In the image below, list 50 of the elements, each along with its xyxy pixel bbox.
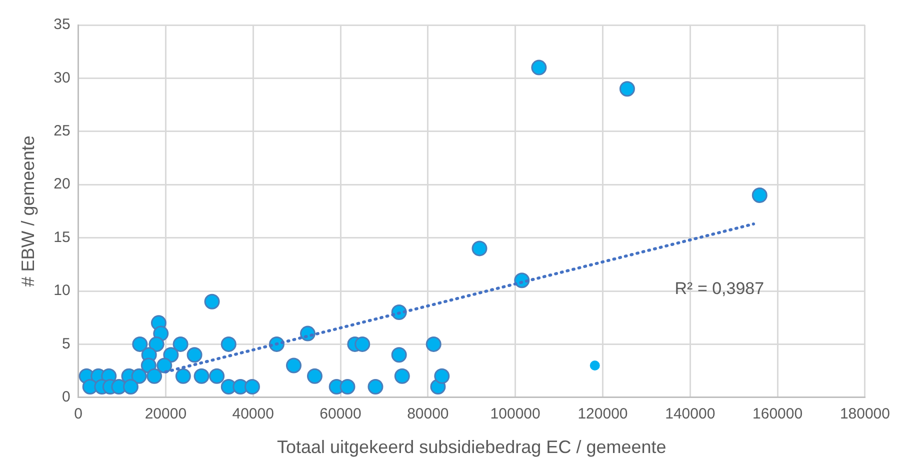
point <box>131 368 147 384</box>
x-tick-label: 20000 <box>144 406 187 423</box>
point <box>172 336 188 352</box>
y-tick-label: 15 <box>54 228 70 246</box>
x-tick-label: 0 <box>74 406 82 423</box>
y-tick-label: 5 <box>62 335 70 352</box>
x-tick-label: 160000 <box>752 406 803 423</box>
y-tick-label: 0 <box>62 388 70 406</box>
point <box>531 60 547 76</box>
x-tick-label: 60000 <box>320 406 362 423</box>
y-tick-label: 10 <box>54 282 70 300</box>
point <box>619 81 635 97</box>
y-tick-label: 30 <box>54 69 70 86</box>
point <box>156 358 172 374</box>
point <box>194 368 210 384</box>
x-tick-label: 100000 <box>490 406 540 423</box>
point <box>204 294 220 310</box>
point <box>163 347 179 363</box>
point <box>122 379 138 395</box>
point <box>340 379 356 395</box>
point <box>368 379 384 395</box>
y-tick-label: 20 <box>54 176 70 193</box>
point <box>132 336 148 352</box>
point <box>434 368 450 384</box>
point <box>354 336 370 352</box>
x-tick-label: 180000 <box>840 406 890 423</box>
point <box>472 240 488 256</box>
point <box>394 368 410 384</box>
point <box>175 368 191 384</box>
point <box>146 368 162 384</box>
y-tick-label: 25 <box>54 122 70 140</box>
x-axis-title: Totaal uitgekeerd subsidiebedrag EC / gemeente <box>277 437 666 458</box>
x-tick-label: 120000 <box>578 406 628 423</box>
annotation: R² = 0,3987 <box>674 279 764 298</box>
point <box>590 360 600 370</box>
point <box>209 368 225 384</box>
point <box>220 336 236 352</box>
y-axis-title: # EBW / gemeente <box>18 136 38 287</box>
point <box>148 336 164 352</box>
x-tick-label: 40000 <box>232 406 274 423</box>
point <box>391 347 407 363</box>
x-tick-label: 80000 <box>407 406 449 423</box>
point <box>244 379 260 395</box>
point <box>426 336 442 352</box>
point <box>286 358 302 374</box>
y-tick-label: 35 <box>54 16 70 34</box>
x-tick-label: 140000 <box>665 406 716 423</box>
point <box>306 368 322 384</box>
point <box>752 187 768 203</box>
point <box>186 347 202 363</box>
